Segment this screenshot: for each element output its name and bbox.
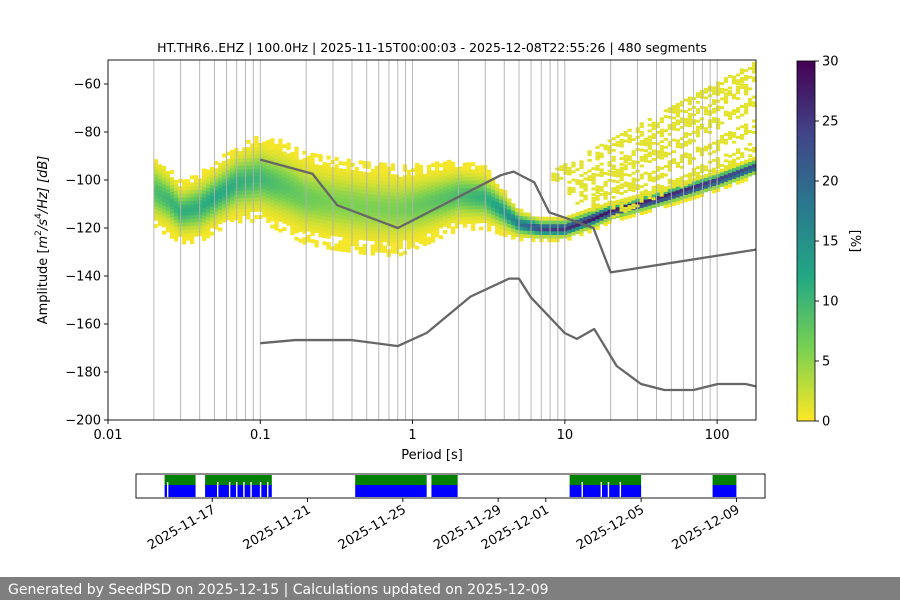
y-tick-label: −80 bbox=[74, 126, 101, 141]
date-tick-label: 2025-12-09 bbox=[669, 502, 742, 553]
nhnm-curve bbox=[259, 158, 756, 274]
y-tick-label: −200 bbox=[65, 414, 101, 429]
colorbar: 0 5 10 15 20 25 30 [%] bbox=[796, 55, 862, 430]
data-gap bbox=[581, 482, 583, 497]
y-axis-label-m: m bbox=[36, 236, 51, 249]
y-tick-label: −140 bbox=[65, 270, 101, 285]
data-gap bbox=[236, 482, 238, 497]
x-axis-label: Period [s] bbox=[401, 448, 463, 463]
colorbar-tick-label: 20 bbox=[822, 175, 839, 190]
data-gap bbox=[250, 482, 252, 497]
colorbar-tick-label: 30 bbox=[822, 55, 839, 70]
timeline-frame bbox=[135, 473, 766, 499]
colorbar-tick-label: 0 bbox=[822, 415, 830, 430]
availability-segment bbox=[712, 475, 737, 485]
y-tick-label: −160 bbox=[65, 318, 101, 333]
date-tick-label: 2025-11-17 bbox=[145, 502, 218, 553]
footer-bar: Generated by SeedPSD on 2025-12-15 | Cal… bbox=[0, 577, 900, 600]
availability-segment bbox=[569, 475, 642, 485]
chart-title: HT.THR6..EHZ | 100.0Hz | 2025-11-15T00:0… bbox=[157, 40, 707, 55]
y-axis-label-suffix: /Hz] [dB] bbox=[36, 156, 51, 215]
data-gap bbox=[619, 482, 622, 497]
colorbar-tick-label: 25 bbox=[822, 115, 839, 130]
colorbar-label: [%] bbox=[847, 230, 862, 253]
nlnm-curve bbox=[260, 277, 756, 392]
colorbar-tick-label: 5 bbox=[822, 355, 830, 370]
used-segment bbox=[712, 485, 737, 497]
y-axis-label-prefix: Amplitude [ bbox=[36, 248, 51, 324]
plot-frame bbox=[107, 59, 757, 421]
period-gridlines bbox=[153, 60, 718, 420]
availability-timeline: 2025-11-17 2025-11-21 2025-11-25 2025-11-29… bbox=[135, 473, 766, 553]
availability-segment bbox=[355, 475, 427, 485]
used-segment bbox=[569, 485, 642, 497]
used-segment bbox=[355, 485, 427, 497]
x-tick-label: 10 bbox=[557, 428, 574, 443]
y-axis-label-sup2: 2 bbox=[34, 230, 44, 236]
y-axis-label-sup4: 4 bbox=[34, 213, 44, 219]
colorbar-ticks: 0 5 10 15 20 25 30 bbox=[815, 55, 839, 430]
availability-segment bbox=[431, 475, 458, 485]
x-tick-label: 1 bbox=[408, 428, 416, 443]
y-axis-label: Amplitude [m2/s4/Hz] [dB] bbox=[34, 156, 51, 325]
data-gap bbox=[267, 482, 269, 497]
x-tick-label: 0.1 bbox=[250, 428, 271, 443]
y-tick-label: −120 bbox=[65, 222, 101, 237]
footer-text: Generated by SeedPSD on 2025-12-15 | Cal… bbox=[8, 582, 549, 598]
y-tick-label: −100 bbox=[65, 174, 101, 189]
date-tick-label: 2025-11-21 bbox=[241, 502, 314, 553]
y-axis-ticks: −60 −80 −100 −120 −140 −160 −180 −200 bbox=[65, 78, 108, 429]
date-tick-label: 2025-12-05 bbox=[574, 502, 647, 553]
data-gap bbox=[259, 482, 262, 497]
x-tick-label: 0.01 bbox=[94, 428, 123, 443]
y-axis-label-s: /s bbox=[36, 219, 51, 231]
colorbar-tick-label: 10 bbox=[822, 295, 839, 310]
date-tick-label: 2025-11-25 bbox=[336, 502, 409, 553]
used-segment bbox=[205, 485, 272, 497]
noise-models bbox=[259, 158, 756, 392]
colorbar-tick-label: 15 bbox=[822, 235, 839, 250]
availability-segment bbox=[164, 475, 196, 485]
psd-plot: 0.01 0.1 1 10 100 −60 −80 −100 −120 −140 −160 −180… bbox=[34, 40, 757, 463]
y-tick-label: −180 bbox=[65, 366, 101, 381]
used-segment bbox=[431, 485, 458, 497]
x-tick-label: 100 bbox=[705, 428, 730, 443]
data-gap bbox=[243, 482, 245, 497]
used-segment bbox=[164, 485, 196, 497]
data-gap bbox=[217, 482, 219, 497]
x-axis-ticks: 0.01 0.1 1 10 100 bbox=[94, 420, 730, 443]
timeline-date-ticks: 2025-11-17 2025-11-21 2025-11-25 2025-11-29… bbox=[145, 498, 742, 553]
data-gap bbox=[228, 482, 231, 497]
data-gap bbox=[607, 482, 610, 497]
data-gap bbox=[600, 482, 603, 497]
availability-segment bbox=[205, 475, 272, 485]
colorbar-gradient bbox=[796, 60, 816, 422]
y-tick-label: −60 bbox=[74, 78, 101, 93]
data-gap bbox=[166, 482, 169, 497]
timeline-segments bbox=[164, 475, 737, 497]
